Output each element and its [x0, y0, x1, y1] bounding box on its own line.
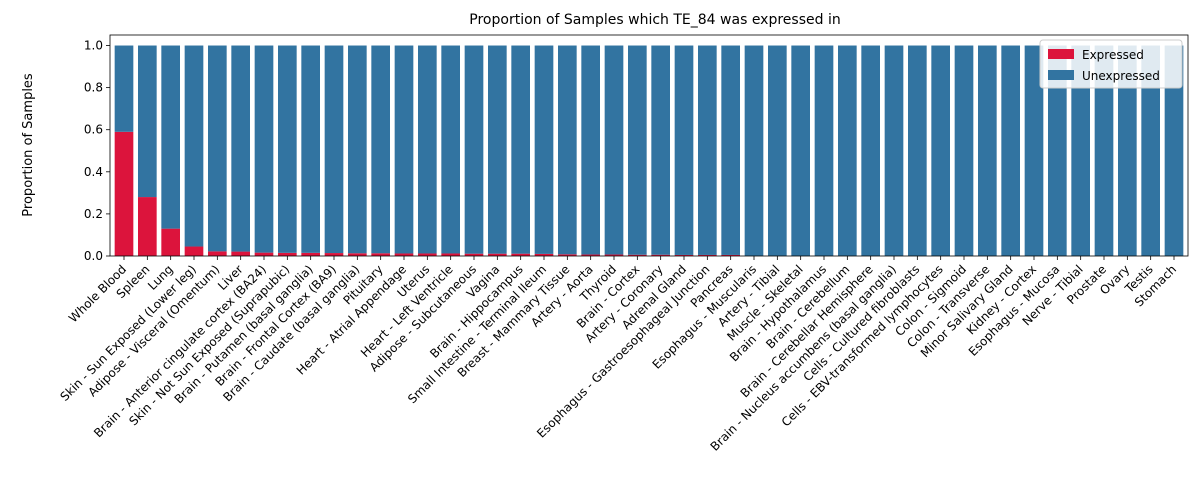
- bar-expressed: [394, 253, 414, 256]
- bar-unexpressed: [861, 45, 880, 257]
- bar-unexpressed: [534, 45, 554, 254]
- bar-unexpressed: [838, 45, 857, 257]
- bar-unexpressed: [231, 45, 250, 252]
- bar-expressed: [184, 246, 204, 256]
- y-tick-label: 0.6: [84, 123, 103, 137]
- bar-unexpressed: [161, 45, 180, 229]
- bar-expressed: [651, 254, 670, 256]
- bar-expressed: [114, 131, 134, 256]
- bar-unexpressed: [324, 45, 344, 254]
- bar-unexpressed: [278, 45, 297, 253]
- bar-unexpressed: [138, 45, 157, 198]
- bar-unexpressed: [488, 45, 507, 254]
- bar-expressed: [464, 253, 484, 256]
- bar-unexpressed: [651, 45, 670, 255]
- y-tick-label: 0.0: [84, 249, 103, 263]
- bar-unexpressed: [628, 45, 647, 255]
- y-tick-label: 0.2: [84, 207, 103, 221]
- y-tick-label: 0.4: [84, 165, 103, 179]
- bar-expressed: [254, 252, 274, 256]
- bar-unexpressed: [1001, 45, 1020, 257]
- bar-unexpressed: [978, 45, 997, 257]
- bar-expressed: [628, 254, 647, 256]
- bar-unexpressed: [674, 45, 694, 255]
- y-axis: 0.0 0.2 0.4 0.6 0.8 1.0: [84, 39, 110, 263]
- bar-unexpressed: [441, 45, 460, 254]
- bar-expressed: [324, 253, 344, 256]
- bar-expressed: [511, 253, 530, 256]
- bar-unexpressed: [418, 45, 437, 254]
- legend-label: Unexpressed: [1082, 69, 1160, 83]
- bar-expressed: [301, 252, 320, 256]
- bar-unexpressed: [931, 45, 950, 257]
- bar-unexpressed: [604, 45, 624, 255]
- bar-unexpressed: [721, 45, 740, 255]
- bar-unexpressed: [1141, 45, 1160, 257]
- bar-unexpressed: [1024, 45, 1044, 257]
- bar-unexpressed: [254, 45, 274, 253]
- y-tick-label: 0.8: [84, 81, 103, 95]
- bar-unexpressed: [1048, 45, 1067, 257]
- bar-expressed: [604, 254, 624, 256]
- bar-unexpressed: [791, 45, 810, 257]
- bar-unexpressed: [1071, 45, 1090, 257]
- legend-swatch: [1048, 49, 1074, 59]
- bar-expressed: [208, 251, 227, 256]
- bar-unexpressed: [1118, 45, 1137, 257]
- bar-unexpressed: [908, 45, 927, 257]
- bar-expressed: [371, 253, 390, 256]
- bar-expressed: [721, 254, 740, 256]
- bar-unexpressed: [464, 45, 484, 254]
- legend-swatch: [1048, 70, 1074, 80]
- bar-unexpressed: [348, 45, 367, 254]
- bar-expressed: [278, 252, 297, 256]
- bar-unexpressed: [184, 45, 204, 247]
- bar-expressed: [231, 251, 250, 256]
- bar-expressed: [558, 254, 577, 256]
- bar-unexpressed: [371, 45, 390, 254]
- bar-unexpressed: [744, 45, 764, 257]
- bar-unexpressed: [301, 45, 320, 253]
- bar-unexpressed: [1164, 45, 1184, 257]
- bar-expressed: [418, 253, 437, 256]
- bar-unexpressed: [954, 45, 974, 257]
- bar-unexpressed: [698, 45, 717, 255]
- bar-unexpressed: [114, 45, 134, 132]
- bar-unexpressed: [768, 45, 787, 257]
- y-tick-label: 1.0: [84, 39, 103, 53]
- bar-expressed: [441, 253, 460, 256]
- plot-frame: [109, 34, 1189, 257]
- bar-unexpressed: [208, 45, 227, 252]
- bar-unexpressed: [558, 45, 577, 255]
- bar-expressed: [348, 253, 367, 256]
- legend-box: [1039, 39, 1183, 89]
- y-axis-label: Proportion of Samples: [21, 73, 36, 217]
- bar-unexpressed: [394, 45, 414, 254]
- bar-expressed: [581, 254, 600, 256]
- bar-expressed: [534, 253, 554, 256]
- bar-expressed: [674, 254, 694, 256]
- bars-layer: [114, 45, 1184, 257]
- bar-expressed: [488, 253, 507, 256]
- bar-unexpressed: [511, 45, 530, 254]
- bar-unexpressed: [814, 45, 834, 257]
- bar-unexpressed: [1094, 45, 1114, 257]
- legend: Expressed Unexpressed: [1039, 39, 1183, 89]
- bar-unexpressed: [884, 45, 904, 257]
- bar-unexpressed: [581, 45, 600, 255]
- chart-title: Proportion of Samples which TE_84 was ex…: [469, 12, 840, 28]
- bar-expressed: [161, 228, 180, 256]
- legend-label: Expressed: [1082, 48, 1144, 62]
- bar-expressed: [698, 254, 717, 256]
- bar-expressed: [138, 197, 157, 256]
